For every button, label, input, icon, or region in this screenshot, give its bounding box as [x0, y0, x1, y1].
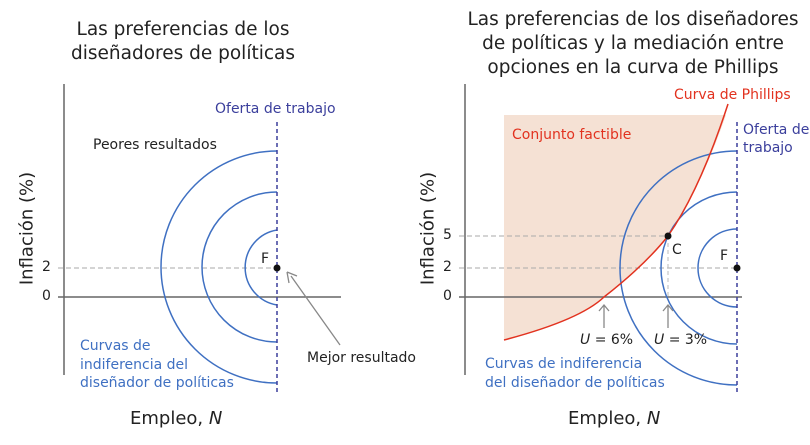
feasible-set [504, 115, 726, 340]
right-y-label: Inflación (%) [417, 171, 439, 286]
best-arrow-head [286, 271, 298, 284]
left-tick-2: 2 [42, 259, 51, 275]
best-outcome-label: Mejor resultado [307, 350, 416, 366]
u3-var: U [654, 332, 665, 348]
right-title-line-2: de políticas y la mediación entre [482, 33, 784, 54]
right-title: Las preferencias de los diseñadores de p… [443, 8, 810, 80]
right-point-f-label: F [720, 248, 729, 264]
u3-val: = 3% [664, 332, 708, 348]
left-x-label: Empleo, N [130, 408, 222, 429]
left-title-line-2: diseñadores de políticas [70, 43, 295, 64]
left-point-f [273, 264, 281, 272]
left-x-label-text: Empleo, [130, 408, 209, 429]
right-labor-supply-line-2: trabajo [743, 140, 793, 156]
left-x-label-var: N [208, 408, 223, 429]
right-x-label: Empleo, N [568, 408, 660, 429]
u6-label: U = 6% [580, 332, 633, 348]
phillips-curve-label: Curva de Phillips [674, 87, 791, 103]
left-point-f-label: F [261, 251, 270, 267]
right-labor-supply-line-1: Oferta de [743, 122, 810, 138]
left-indiff-inner [244, 229, 278, 306]
u3-arrow-head [662, 303, 674, 312]
left-indiff-middle [201, 191, 278, 343]
right-x-label-var: N [646, 408, 661, 429]
u6-arrow-head [598, 303, 610, 312]
right-x-label-text: Empleo, [568, 408, 647, 429]
right-indiff-middle [660, 191, 738, 345]
right-indiff-label: Curvas de indiferencia del diseñador de … [485, 355, 665, 393]
right-indiff-line-2: del diseñador de políticas [485, 375, 665, 391]
right-point-f [733, 264, 741, 272]
point-c-label: C [672, 242, 682, 258]
left-indiff-line-1: Curvas de [80, 338, 151, 354]
right-title-line-1: Las preferencias de los diseñadores [467, 9, 799, 30]
right-labor-supply-label: Oferta de trabajo [743, 121, 809, 157]
right-tick-0: 0 [443, 288, 452, 304]
u6-val: = 6% [590, 332, 634, 348]
left-title-line-1: Las preferencias de los [76, 19, 290, 40]
right-tick-5: 5 [443, 227, 452, 243]
left-tick-0: 0 [42, 288, 51, 304]
left-title: Las preferencias de los diseñadores de p… [33, 18, 333, 66]
left-indiff-line-3: diseñador de políticas [80, 375, 234, 391]
u3-label: U = 3% [654, 332, 707, 348]
left-indiff-line-2: indiferencia del [80, 356, 189, 373]
left-indiff-outer [160, 150, 278, 384]
worse-outcomes-label: Peores resultados [93, 137, 217, 153]
right-indiff-inner [697, 228, 738, 308]
feasible-set-label: Conjunto factible [512, 127, 632, 143]
left-indiff-label: Curvas de indiferencia del diseñador de … [80, 337, 234, 393]
right-indiff-line-1: Curvas de indiferencia [485, 356, 643, 372]
u6-var: U [580, 332, 591, 348]
best-arrow [290, 275, 341, 346]
right-indiff-outer [619, 150, 738, 386]
left-labor-supply-label: Oferta de trabajo [215, 101, 336, 117]
left-y-label: Inflación (%) [16, 171, 38, 286]
right-title-line-3: opciones en la curva de Phillips [487, 57, 779, 78]
right-tick-2: 2 [443, 259, 452, 275]
phillips-curve [503, 103, 729, 341]
point-c [664, 232, 672, 240]
